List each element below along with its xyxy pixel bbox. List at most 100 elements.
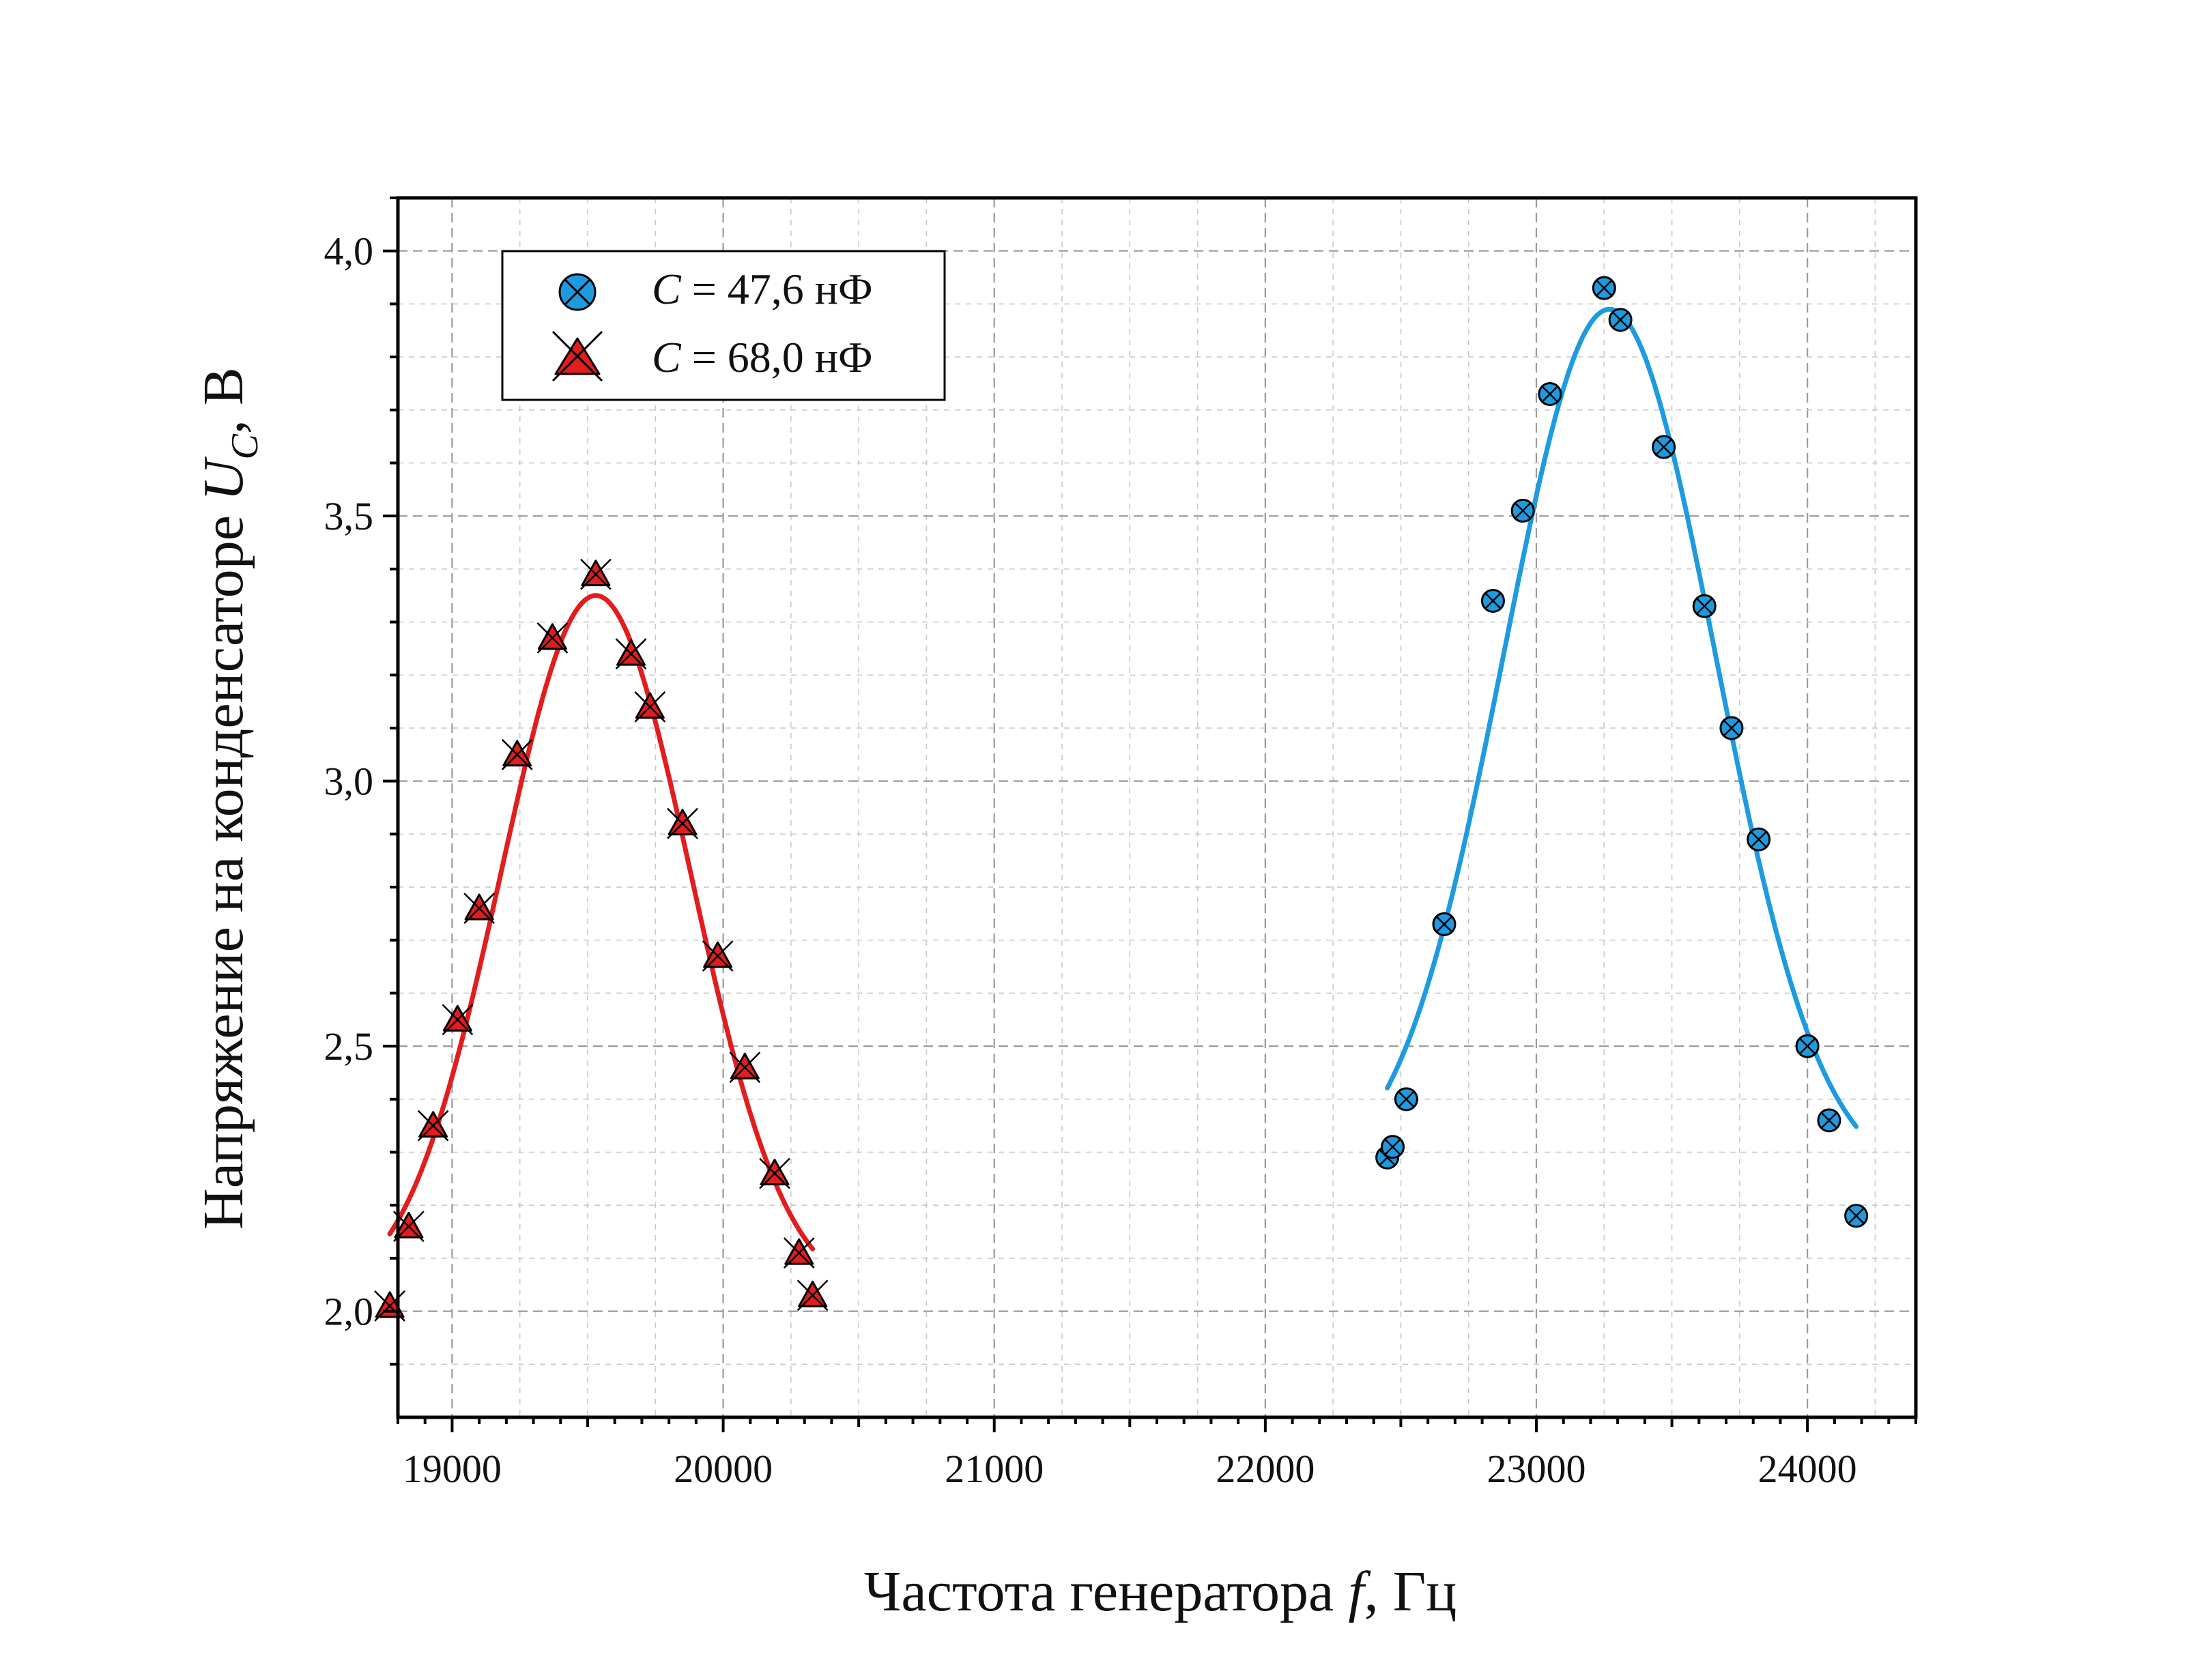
marker-cross — [615, 638, 647, 670]
marker-cross — [501, 738, 533, 770]
data-point-series-2 — [536, 622, 569, 654]
marker-cross — [634, 691, 666, 723]
tick-labels: 19000 20000 21000 22000 23000 24000 2,0 2,5 3,0 3… — [324, 229, 1857, 1491]
legend-marker-circle — [558, 273, 597, 311]
marker-triangle — [784, 1238, 814, 1265]
marker-triangle — [442, 1004, 472, 1032]
data-point-series-2 — [501, 738, 533, 770]
marker-triangle — [635, 692, 665, 719]
data-point-series-1 — [1381, 1135, 1405, 1159]
marker-cross — [536, 622, 569, 654]
marker-cross — [442, 1004, 474, 1036]
marker-cross — [1384, 1138, 1401, 1155]
marker-cross — [1596, 280, 1613, 296]
data-point-series-2 — [759, 1157, 790, 1189]
data-point-series-1 — [1538, 381, 1562, 406]
marker-cross — [1799, 1038, 1816, 1055]
y-tick-label: 3,5 — [324, 494, 374, 538]
marker-triangle — [394, 1211, 424, 1239]
marker-cross — [1821, 1112, 1837, 1129]
data-point-series-1 — [1608, 308, 1633, 332]
marker-triangle — [418, 1111, 448, 1138]
data-point-series-2 — [702, 940, 734, 972]
grid — [398, 197, 1916, 1417]
marker-cross — [797, 1279, 829, 1312]
data-point-series-1 — [1432, 912, 1457, 936]
y-tick-label: 3,0 — [324, 759, 374, 804]
data-point-series-2 — [580, 558, 612, 590]
data-point-series-1 — [1747, 827, 1771, 852]
data-point-series-2 — [442, 1004, 474, 1036]
marker-cross — [1750, 831, 1767, 848]
marker-cross — [1655, 439, 1672, 456]
data-point-series-1 — [1795, 1034, 1820, 1058]
x-tick-label: 24000 — [1758, 1447, 1857, 1491]
data-point-series-1 — [1480, 588, 1505, 613]
x-tick-label: 22000 — [1216, 1447, 1315, 1491]
marker-triangle — [581, 560, 611, 587]
data-point-series-1 — [1692, 594, 1717, 618]
legend-label-series-2: C = 68,0 нФ — [652, 333, 873, 381]
x-axis-title: Частота генератора f, Гц — [864, 1560, 1457, 1623]
x-tick-label: 23000 — [1487, 1447, 1586, 1491]
legend-marker-triangle — [551, 330, 603, 382]
y-axis-title: Напряжение на конденсаторе UC, В — [192, 367, 266, 1230]
data-point-series-1 — [1592, 276, 1616, 300]
marker-cross — [783, 1237, 815, 1269]
data-point-series-2 — [729, 1052, 761, 1084]
marker-cross — [1541, 386, 1558, 403]
data-point-series-1 — [1719, 716, 1744, 740]
marker-cross — [702, 940, 734, 972]
data-point-series-1 — [1652, 435, 1676, 459]
marker-triangle — [537, 623, 567, 650]
marker-triangle — [616, 639, 646, 666]
data-point-series-2 — [615, 638, 647, 670]
y-tick-label: 4,0 — [324, 229, 374, 274]
data-point-series-1 — [1817, 1108, 1841, 1133]
marker-cross — [1436, 916, 1452, 933]
legend: C = 47,6 нФ C = 68,0 нФ — [501, 250, 946, 401]
fit-curve-series-2 — [387, 593, 816, 1251]
marker-triangle — [502, 740, 532, 767]
marker-cross — [1848, 1207, 1865, 1224]
marker-cross — [1515, 502, 1532, 519]
data-point-series-2 — [783, 1237, 815, 1269]
marker-triangle — [760, 1159, 790, 1186]
marker-cross — [729, 1052, 761, 1084]
legend-cross — [551, 330, 603, 382]
data-point-series-2 — [634, 691, 666, 723]
marker-cross — [580, 558, 612, 590]
marker-triangle — [668, 809, 698, 836]
marker-cross — [759, 1157, 790, 1189]
data-point-series-2 — [667, 807, 698, 839]
marker-triangle — [464, 893, 494, 921]
x-tick-label: 19000 — [403, 1447, 502, 1491]
axis-ticks — [383, 197, 1917, 1432]
marker-cross — [417, 1110, 449, 1142]
marker-cross — [1484, 592, 1502, 609]
y-tick-label: 2,5 — [324, 1024, 374, 1069]
marker-cross — [667, 807, 698, 839]
x-tick-label: 20000 — [674, 1447, 773, 1491]
data-point-series-2 — [417, 1110, 449, 1142]
marker-cross — [463, 893, 496, 925]
data-point-series-1 — [1394, 1087, 1418, 1112]
marker-triangle — [730, 1052, 760, 1080]
data-point-series-1 — [1510, 498, 1535, 523]
data-point-series-2 — [797, 1279, 829, 1312]
x-tick-label: 21000 — [945, 1447, 1044, 1491]
marker-triangle — [798, 1280, 828, 1307]
marker-cross — [1696, 598, 1713, 615]
marker-cross — [1612, 311, 1629, 328]
data-point-series-2 — [463, 893, 496, 925]
data-point-series-1 — [1844, 1204, 1869, 1228]
legend-cross — [564, 278, 591, 306]
marker-triangle — [703, 941, 733, 968]
data-markers — [374, 276, 1869, 1322]
marker-cross — [1723, 720, 1740, 736]
y-tick-label: 2,0 — [324, 1290, 374, 1334]
marker-cross — [374, 1290, 405, 1322]
marker-cross — [1398, 1090, 1415, 1107]
